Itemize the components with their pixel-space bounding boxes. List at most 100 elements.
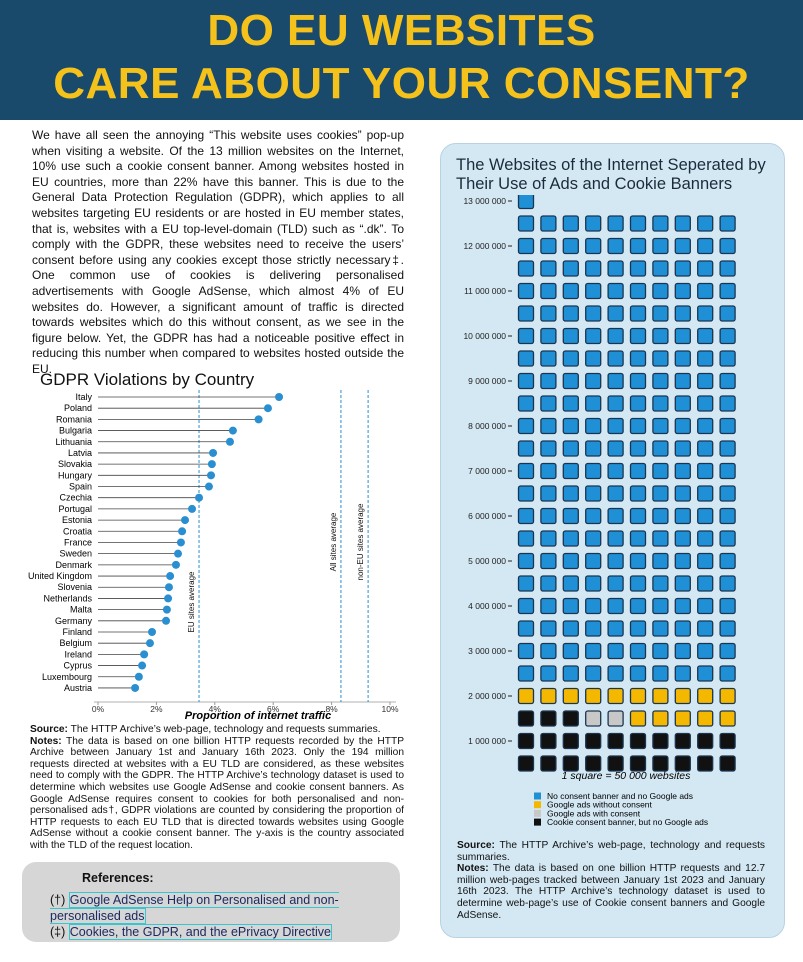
source-label: Source: <box>30 724 68 735</box>
dot <box>140 650 149 659</box>
reference-mark: (†) <box>50 893 66 907</box>
waffle-square <box>517 372 535 390</box>
waffle-square <box>607 507 624 525</box>
waffle-square <box>607 327 624 345</box>
waffle-square <box>517 440 535 457</box>
waffle-square <box>517 417 535 435</box>
header: DO EU WEBSITES CARE ABOUT YOUR CONSENT? <box>0 0 803 120</box>
waffle-square <box>629 732 647 750</box>
waffle-square <box>607 575 624 592</box>
y-tick-label: Croatia <box>63 526 92 536</box>
dot <box>181 516 190 525</box>
waffle-square <box>652 395 669 412</box>
waffle-square <box>652 507 669 525</box>
waffle-square <box>585 507 602 525</box>
y-tick-label: 9 000 000 <box>468 376 506 386</box>
y-tick-label: 13 000 000 <box>463 196 506 206</box>
waffle-square <box>562 417 579 435</box>
legend-swatch <box>534 792 541 800</box>
waffle-square <box>674 755 691 772</box>
waffle-square <box>585 755 602 772</box>
waffle-square <box>607 305 624 322</box>
waffle-square <box>697 552 714 570</box>
y-tick-label: 10 000 000 <box>463 331 506 341</box>
y-tick-label: 1 000 000 <box>468 736 506 746</box>
dot <box>162 605 171 614</box>
waffle-square <box>517 597 535 615</box>
waffle-square <box>585 395 602 412</box>
y-tick-label: Portugal <box>58 504 92 514</box>
waffle-square <box>629 305 647 322</box>
notes-text: The data is based on one billion HTTP re… <box>30 735 404 851</box>
waffle-square <box>517 620 535 637</box>
dot <box>176 538 185 547</box>
waffle-square <box>585 327 602 345</box>
waffle-square <box>517 485 535 502</box>
waffle-square <box>674 552 691 570</box>
waffle-square <box>517 462 535 480</box>
dot <box>162 616 171 625</box>
waffle-square <box>540 575 557 592</box>
x-tick-label: 2% <box>150 704 163 714</box>
waffle-square <box>562 687 579 705</box>
waffle-square <box>674 575 691 592</box>
waffle-square <box>629 485 647 502</box>
y-tick-label: Austria <box>64 683 92 693</box>
y-tick-label: 5 000 000 <box>468 556 506 566</box>
waffle-square <box>607 620 624 637</box>
x-tick-label: 0% <box>92 704 105 714</box>
waffle-square <box>562 552 579 570</box>
dot <box>207 460 216 469</box>
waffle-square <box>674 530 691 547</box>
dot <box>174 549 183 558</box>
y-tick-label: Belgium <box>59 638 92 648</box>
waffle-square <box>517 237 535 255</box>
y-tick-label: 11 000 000 <box>464 286 506 296</box>
references: References: (†) Google AdSense Help on P… <box>22 862 400 942</box>
waffle-square <box>629 575 647 592</box>
reference-link[interactable]: Cookies, the GDPR, and the ePrivacy Dire… <box>68 924 332 940</box>
dot <box>138 661 147 670</box>
waffle-square <box>697 687 714 705</box>
x-tick-label: 10% <box>381 704 398 714</box>
waffle-square <box>652 350 669 367</box>
waffle-square <box>697 215 714 232</box>
waffle-chart: 1 000 000 2 000 000 3 000 000 4 000 000 5 00… <box>463 195 736 827</box>
unit-label: 1 square = 50 000 websites <box>562 770 691 782</box>
legend-swatch <box>534 818 541 826</box>
waffle-square <box>585 237 602 255</box>
legend-swatch <box>534 801 541 809</box>
waffle-square <box>674 440 691 457</box>
waffle-square <box>540 755 557 772</box>
waffle-square <box>585 552 602 570</box>
waffle-square <box>517 395 535 412</box>
waffle-square <box>652 552 669 570</box>
source-label: Source: <box>457 840 495 851</box>
waffle-square <box>674 237 691 255</box>
waffle-square <box>674 327 691 345</box>
y-tick-label: Hungary <box>58 470 93 480</box>
legend-label: No consent banner and no Google ads <box>547 791 693 801</box>
waffle-square <box>719 462 736 480</box>
reference-link[interactable]: Google AdSense Help on Personalised and … <box>50 892 339 924</box>
waffle-square <box>585 732 602 750</box>
waffle-square <box>585 485 602 502</box>
waffle-square <box>697 485 714 502</box>
waffle-square <box>540 237 557 255</box>
waffle-square <box>652 575 669 592</box>
waffle-square <box>607 687 624 705</box>
waffle-square <box>540 552 557 570</box>
waffle-square <box>540 417 557 435</box>
waffle-square <box>540 462 557 480</box>
waffle-square <box>607 462 624 480</box>
waffle-square <box>697 440 714 457</box>
waffle-square <box>585 665 602 682</box>
waffle-square <box>562 372 579 390</box>
waffle-square <box>719 485 736 502</box>
waffle-square <box>585 530 602 547</box>
dot <box>188 504 197 513</box>
lollipop-chart: 0% 2% 4% 6% 8% 10% Proportion of internet traf… <box>28 390 399 722</box>
notes: Source: The HTTP Archive’s web-page, tec… <box>457 840 765 921</box>
waffle-square <box>697 575 714 592</box>
waffle-square <box>719 305 736 322</box>
